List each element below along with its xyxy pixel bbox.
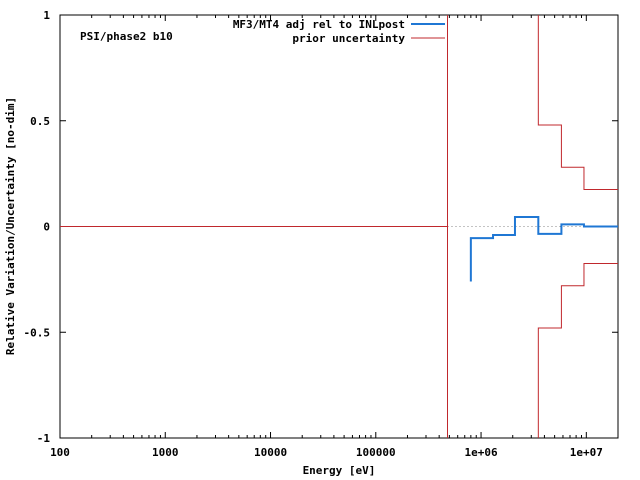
legend-label-prior: prior uncertainty — [292, 32, 405, 45]
legend: MF3/MT4 adj rel to INLpost prior uncerta… — [233, 18, 445, 45]
tick-layer: 100 1000 10000 100000 1e+06 1e+07 1 0.5 0 -0.5 -1 — [24, 9, 618, 459]
y-axis-title: Relative Variation/Uncertainty [no-dim] — [4, 97, 17, 355]
data-layer — [60, 15, 618, 438]
x-tick-label: 100000 — [356, 446, 396, 459]
legend-label-adj: MF3/MT4 adj rel to INLpost — [233, 18, 405, 31]
x-tick-label: 100 — [50, 446, 70, 459]
y-tick-label: 0.5 — [30, 115, 50, 128]
prior-uncertainty-line — [537, 15, 618, 190]
y-tick-label: -0.5 — [24, 326, 51, 339]
x-tick-label: 1e+07 — [570, 446, 603, 459]
y-tick-label: 0 — [43, 221, 50, 234]
y-tick-label: -1 — [37, 432, 51, 445]
x-tick-label: 10000 — [254, 446, 287, 459]
annotation-label: PSI/phase2 b10 — [80, 30, 173, 43]
x-tick-label: 1e+06 — [464, 446, 497, 459]
prior-uncertainty-line — [537, 263, 618, 438]
y-tick-label: 1 — [43, 9, 50, 22]
adjustment-line — [469, 215, 618, 282]
x-tick-label: 1000 — [152, 446, 179, 459]
prior-uncertainty-line — [60, 15, 448, 227]
x-axis-title: Energy [eV] — [303, 464, 376, 477]
